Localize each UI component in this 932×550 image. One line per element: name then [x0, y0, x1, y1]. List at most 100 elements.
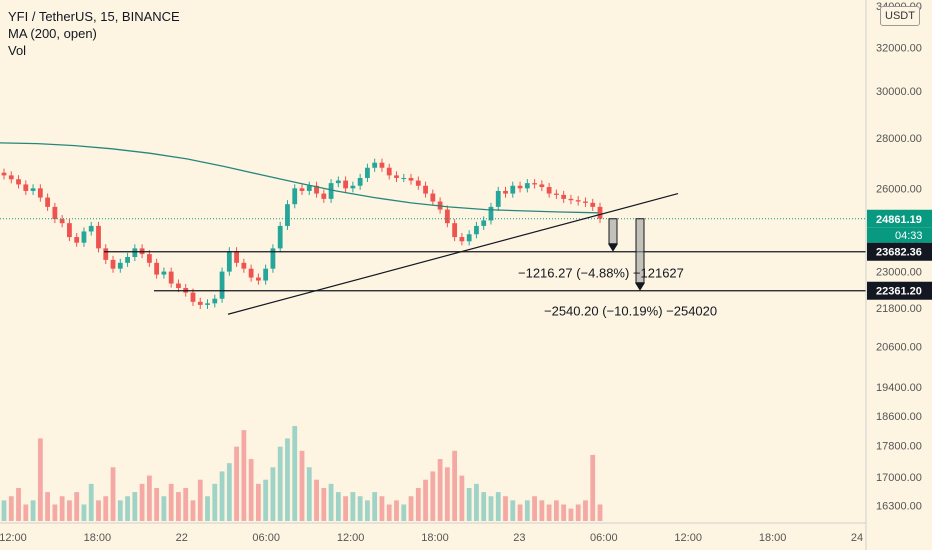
time-axis[interactable]: 12:00 18:00 22 06:00 12:00 18:00 23 06:00 12:00 1… [0, 532, 863, 544]
volume-bar [226, 463, 232, 521]
volume-bar [394, 500, 399, 521]
trendline[interactable] [227, 192, 679, 315]
candle-body [67, 223, 72, 238]
candle-body [299, 188, 305, 191]
volume-bar [59, 496, 65, 521]
volume-bar [532, 496, 537, 521]
time-tick-label: 12:00 [674, 532, 702, 544]
candle-body [561, 194, 567, 199]
volume-bar [8, 496, 14, 521]
time-tick-label: 06:00 [252, 532, 280, 544]
volume-bar [1, 500, 7, 521]
candle-body [379, 162, 385, 168]
volume-bar [444, 467, 450, 521]
candle-body [546, 187, 552, 194]
candle-body [430, 193, 436, 202]
time-tick-label: 22 [176, 532, 188, 544]
volume-bar [372, 492, 378, 521]
volume-bar [459, 475, 465, 521]
volume-bar [168, 483, 174, 521]
volume-bar [234, 446, 239, 521]
price-tick-label: 16300.00 [876, 500, 922, 512]
volume-bar [96, 500, 101, 521]
volume-bar [248, 459, 254, 521]
volume-bar [328, 483, 334, 521]
volume-bar [430, 471, 436, 521]
symbol-title[interactable]: YFI / TetherUS, 15, BINANCE [8, 9, 180, 24]
candle-body [37, 188, 43, 198]
candle-body [190, 292, 196, 302]
candle-body [8, 175, 14, 180]
price-tick-label: 17800.00 [876, 441, 922, 453]
volume-bar [219, 471, 225, 521]
indicator-label[interactable]: MA (200, open) [8, 26, 97, 41]
candle-body [321, 193, 327, 199]
arrow-head [635, 282, 645, 291]
volume-bar [568, 508, 574, 521]
candle-body [343, 180, 349, 189]
candle-body [219, 271, 225, 299]
volume-label[interactable]: Vol [8, 43, 27, 58]
candle-body [103, 248, 109, 260]
volume-bar [510, 500, 516, 521]
time-tick-label: 23 [513, 532, 525, 544]
candle-body [96, 225, 101, 249]
volume-bar [466, 487, 472, 521]
candle-body [386, 167, 392, 176]
volume-bar [154, 487, 160, 521]
volume-bar [30, 500, 36, 521]
volume-bar [452, 450, 458, 521]
volume-bar [205, 496, 210, 521]
candle-body [168, 271, 174, 284]
candles [1, 158, 603, 309]
volume-bar [67, 500, 72, 521]
candle-body [408, 177, 414, 181]
volume-bar [190, 500, 196, 521]
measure-arrow-2[interactable] [635, 218, 645, 291]
candle-body [488, 206, 494, 221]
volume-bar [365, 500, 370, 521]
volume-bar [575, 504, 581, 521]
candle-body [350, 185, 356, 189]
candle-body [372, 162, 378, 168]
arrow-head [608, 243, 618, 252]
candle-body [568, 198, 574, 201]
volume-bar [415, 487, 421, 521]
candle-body [357, 177, 363, 186]
volume-bar [386, 504, 392, 521]
volume-bar [270, 467, 276, 521]
volume-bar [117, 500, 123, 521]
price-axis[interactable]: 34000.0032000.0030000.0028000.0026000.00… [876, 1, 922, 512]
candle-body [270, 248, 276, 269]
current-price-tag [867, 209, 932, 228]
volume-bar [176, 492, 181, 521]
volume-bar [285, 438, 290, 521]
volume-bar [277, 446, 283, 521]
volume-bar [197, 479, 203, 521]
candle-body [459, 237, 465, 242]
volume-bar [590, 454, 596, 521]
time-tick-label: 18:00 [421, 532, 449, 544]
countdown-value: 04:33 [895, 230, 923, 242]
chart-legend: YFI / TetherUS, 15, BINANCE MA (200, ope… [8, 8, 180, 59]
volume-bar [503, 496, 508, 521]
measure-annotation-1: −1216.27 (−4.88%) −121627 [518, 266, 684, 281]
volume-bar [110, 467, 116, 521]
measure-arrow-1[interactable] [608, 218, 618, 252]
volume-bar [474, 483, 479, 521]
candle-body [1, 172, 7, 176]
volume-bar [299, 450, 305, 521]
volume-bar [553, 500, 559, 521]
candle-body [285, 204, 290, 226]
volume-bar [408, 496, 414, 521]
candle-body [553, 193, 559, 195]
currency-badge[interactable]: USDT [880, 6, 920, 26]
volume-bar [401, 504, 407, 521]
candle-body [452, 223, 458, 238]
time-tick-label: 24 [851, 532, 863, 544]
volume-bar [350, 492, 356, 521]
candle-body [212, 298, 218, 304]
candle-body [583, 201, 588, 203]
volume-bar [546, 504, 552, 521]
